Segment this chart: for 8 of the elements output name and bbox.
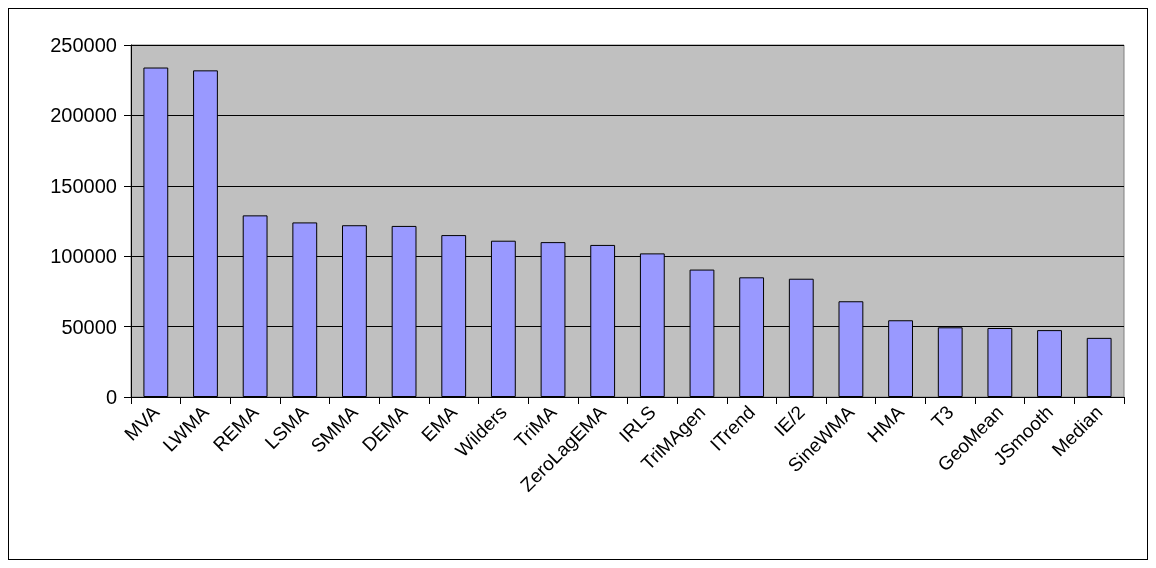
- bar: [1037, 330, 1062, 397]
- bar: [1086, 337, 1112, 397]
- y-tick-label: 0: [105, 386, 117, 408]
- y-tick-label: 150000: [50, 174, 117, 197]
- y-tick-label: 200000: [50, 104, 117, 127]
- y-tick-label: 250000: [50, 34, 117, 56]
- y-tick-label: 100000: [50, 245, 117, 268]
- y-tick-label: 50000: [61, 315, 117, 338]
